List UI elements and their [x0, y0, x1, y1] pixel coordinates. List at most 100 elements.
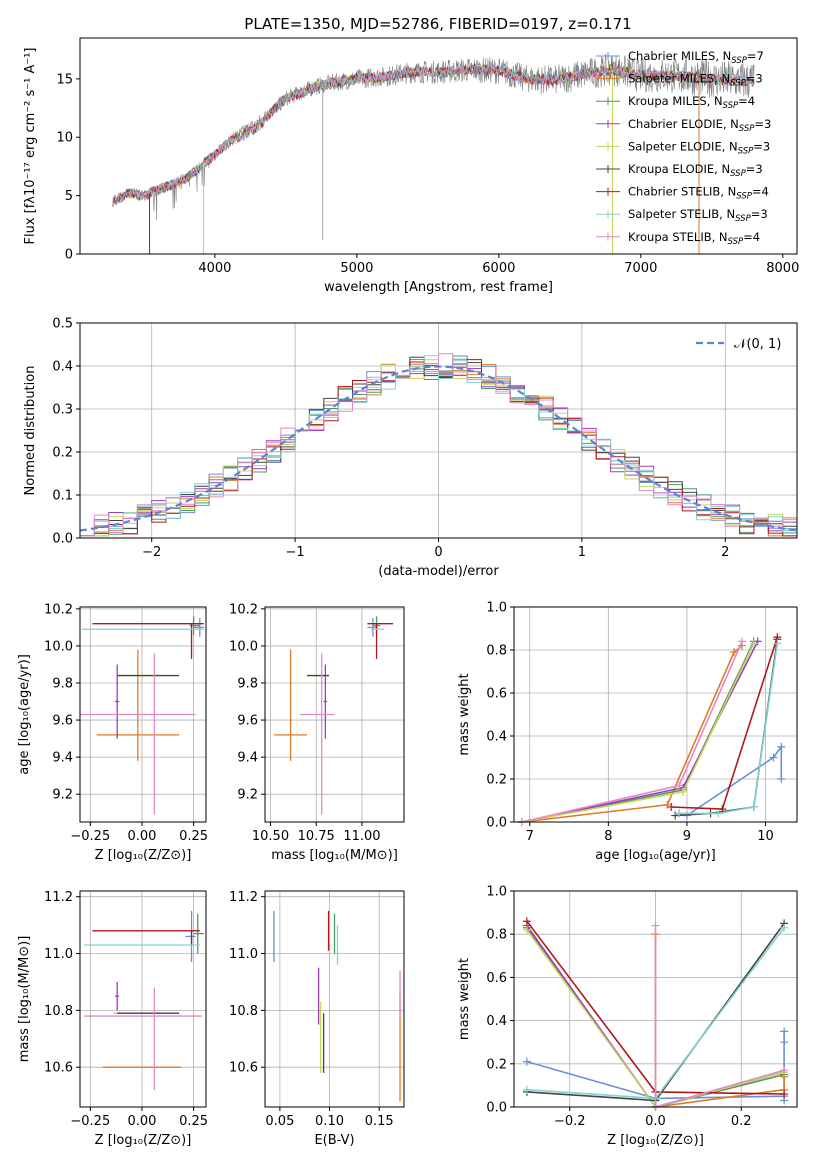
x-tick-label: 0.00 [127, 1114, 156, 1129]
legend-count: =4 [738, 94, 755, 108]
age-vs-metallicity-panel: −0.25 0.00 0.25 9.2 9.4 9.6 9.8 10.0 10.2 Z [log₁… [17, 602, 208, 863]
mass-weight-marker [675, 781, 684, 790]
y-tick-label: 9.2 [52, 788, 73, 803]
x-tick-label: 10.75 [298, 829, 335, 844]
y-tick-label: 10.6 [44, 1061, 73, 1076]
legend-subscript: SSP [739, 124, 755, 134]
x-tick-label: 0.15 [365, 1114, 394, 1129]
mass-weight-marker [780, 1027, 789, 1036]
axes-frame [79, 890, 207, 1108]
y-tick-label: 0.2 [52, 446, 73, 461]
legend-label-5: Salpeter ELODIE, NSSP=3 [628, 139, 770, 156]
x-axis-label: Z [log₁₀(Z/Z⊙)] [607, 1133, 704, 1148]
axes-frame [513, 606, 798, 823]
y-tick-label: 10.8 [229, 1004, 258, 1019]
y-axis-label: mass [log₁₀(M/M⊙)] [17, 936, 32, 1063]
mass-weight-marker [522, 1085, 531, 1094]
mass-weight-marker [667, 802, 676, 811]
age-vs-mass-panel: 10.50 10.75 11.00 9.2 9.4 9.6 9.8 10.0 10.2 mass … [229, 602, 405, 863]
mass-weight-marker [780, 1038, 789, 1047]
y-tick-label: 9.6 [52, 714, 73, 729]
y-tick-label: 0.2 [486, 773, 507, 788]
y-tick-label: 9.4 [52, 751, 73, 766]
x-axis-label: Z [log₁₀(Z/Z⊙)] [95, 848, 192, 863]
y-tick-label: 10.2 [44, 602, 73, 617]
y-tick-label: 9.8 [237, 676, 258, 691]
y-tick-label: 0.0 [486, 816, 507, 831]
mass-weight-marker [675, 809, 684, 818]
axes-frame [264, 890, 405, 1108]
y-tick-label: 10.0 [44, 639, 73, 654]
x-tick-label: 5000 [340, 261, 373, 276]
x-tick-label: −1 [286, 545, 305, 560]
legend-subscript: SSP [738, 146, 754, 156]
legend-subscript: SSP [730, 79, 746, 89]
x-axis-label: Z [log₁₀(Z/Z⊙)] [95, 1133, 192, 1148]
mass-weight-marker [749, 802, 758, 811]
x-tick-label: −0.2 [554, 1114, 586, 1129]
mass-weight-line-9 [654, 925, 785, 1107]
x-tick-label: 0 [434, 545, 442, 560]
y-axis-label: age [log₁₀(age/yr)] [17, 654, 32, 775]
y-tick-label: 0.0 [486, 1101, 507, 1116]
y-tick-label: 5 [65, 189, 73, 204]
legend-subscript: SSP [736, 192, 752, 202]
axes-frame [79, 37, 798, 255]
y-tick-label: 0 [65, 248, 73, 263]
legend-label-3: Kroupa MILES, NSSP=4 [628, 94, 755, 111]
mass-weight-line-3 [526, 927, 785, 1107]
y-tick-label: 11.2 [44, 890, 73, 905]
weight-vs-age-panel: 7 8 9 10 0.0 0.2 0.4 0.6 0.8 1.0 age [log₁₀(age/yr… [457, 601, 798, 863]
mass-weight-marker [749, 639, 758, 648]
x-tick-label: 0.05 [265, 1114, 294, 1129]
spectrum-title: PLATE=1350, MJD=52786, FIBERID=0197, z=0… [244, 15, 631, 33]
mass-weight-marker [777, 775, 786, 783]
y-tick-label: 0.8 [486, 928, 507, 943]
x-tick-label: 10 [757, 829, 774, 844]
mass-vs-metallicity-panel: −0.25 0.00 0.25 10.6 10.8 11.0 11.2 Z [log₁₀(Z/… [17, 890, 208, 1148]
legend-series-name: Salpeter MILES, N [628, 72, 730, 86]
x-tick-label: 8 [604, 829, 612, 844]
legend-series-name: Chabrier MILES, N [628, 49, 731, 63]
x-tick-label: 6000 [482, 261, 515, 276]
y-tick-label: 9.4 [237, 751, 258, 766]
axes-frame [513, 890, 798, 1108]
residual-panel: −2 −1 0 1 2 0.0 0.1 0.2 0.3 0.4 0.5 (data-model)/er… [23, 317, 798, 579]
y-tick-label: 9.8 [52, 676, 73, 691]
legend-label-8: Salpeter STELIB, NSSP=3 [628, 207, 768, 224]
y-tick-label: 10.2 [229, 602, 258, 617]
y-tick-label: 1.0 [486, 601, 507, 616]
y-tick-label: 0.4 [486, 1014, 507, 1029]
y-axis-label: mass weight [457, 673, 472, 755]
legend-count: =3 [746, 72, 763, 86]
legend-subscript: SSP [735, 214, 751, 224]
legend-count: =3 [751, 207, 768, 221]
y-tick-label: 0.6 [486, 687, 507, 702]
y-axis-label: mass weight [457, 958, 472, 1040]
y-tick-label: 0.1 [52, 489, 73, 504]
x-axis-label: wavelength [Angstrom, rest frame] [324, 280, 553, 295]
x-tick-label: 7 [526, 829, 534, 844]
legend-series-name: Salpeter ELODIE, N [628, 139, 738, 153]
y-tick-label: 0.5 [52, 317, 73, 332]
legend-subscript: SSP [731, 56, 747, 66]
mass-weight-line-1 [678, 744, 783, 817]
legend-label-9: Kroupa STELIB, NSSP=4 [628, 230, 760, 247]
y-tick-label: 11.0 [44, 947, 73, 962]
mass-weight-marker [737, 637, 746, 646]
y-tick-label: 11.0 [229, 947, 258, 962]
y-tick-label: 10 [56, 131, 73, 146]
y-tick-label: 9.2 [237, 788, 258, 803]
y-tick-label: 0.6 [486, 971, 507, 986]
x-tick-label: 8000 [766, 261, 799, 276]
legend-count: =3 [746, 162, 763, 176]
y-tick-label: 0.8 [486, 644, 507, 659]
legend-label-1: Chabrier MILES, NSSP=7 [628, 49, 764, 66]
x-tick-label: 1 [578, 545, 586, 560]
mass-weight-marker [679, 787, 688, 796]
normal-distribution-curve [80, 365, 797, 532]
x-tick-label: 9 [683, 829, 691, 844]
y-tick-label: 10.8 [44, 1004, 73, 1019]
x-axis-label: (data-model)/error [378, 564, 499, 579]
mass-weight-marker [651, 921, 660, 930]
